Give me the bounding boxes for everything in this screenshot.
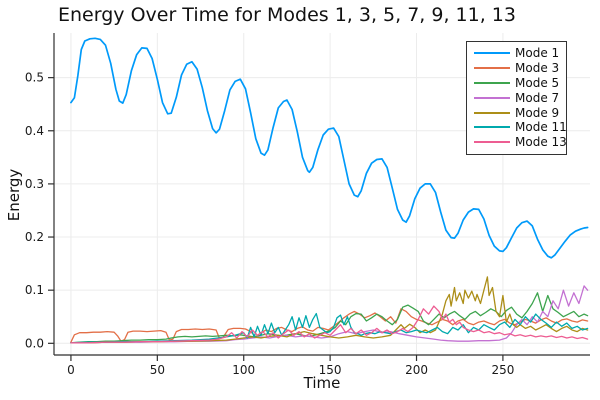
chart-title: Energy Over Time for Modes 1, 3, 5, 7, 9… — [58, 4, 516, 26]
y-tick-label: 0.4 — [25, 124, 44, 138]
legend-entry-mode-1: Mode 1 — [474, 46, 560, 61]
x-tick-label: 250 — [491, 363, 514, 377]
x-tick-label: 50 — [150, 363, 165, 377]
tick-labels: 0 50 100 150 200 250 0.0 0.1 0.2 0.3 0.4 0.5 — [25, 71, 514, 377]
legend-label: Mode 9 — [515, 105, 560, 120]
legend-label: Mode 11 — [515, 120, 567, 135]
legend-label: Mode 1 — [515, 46, 560, 61]
x-tick-label: 100 — [232, 363, 255, 377]
y-tick-label: 0.5 — [25, 71, 44, 85]
x-axis-label: Time — [303, 374, 341, 392]
legend: Mode 1 Mode 3 Mode 5 Mode 7 Mode 9 Mode … — [466, 41, 567, 155]
line-mode-11 — [70, 312, 589, 344]
x-tick-label: 200 — [405, 363, 428, 377]
legend-label: Mode 13 — [515, 135, 567, 150]
line-mode-1 — [70, 37, 589, 259]
legend-line-sample — [474, 111, 510, 114]
y-tick-label: 0.0 — [25, 336, 44, 350]
legend-line-sample — [474, 126, 510, 129]
x-tick-label: 150 — [319, 363, 342, 377]
axes — [48, 33, 590, 361]
legend-line-sample — [474, 67, 510, 70]
legend-line-sample — [474, 81, 510, 84]
y-tick-label: 0.3 — [25, 177, 44, 191]
legend-label: Mode 7 — [515, 90, 560, 105]
y-tick-label: 0.2 — [25, 230, 44, 244]
x-tick-label: 0 — [67, 363, 75, 377]
legend-entry-mode-5: Mode 5 — [474, 76, 560, 91]
legend-entry-mode-11: Mode 11 — [474, 120, 567, 135]
legend-entry-mode-7: Mode 7 — [474, 90, 560, 105]
line-mode-13 — [70, 305, 589, 344]
y-tick-label: 0.1 — [25, 283, 44, 297]
legend-entry-mode-13: Mode 13 — [474, 135, 567, 150]
line-mode-5 — [70, 292, 589, 344]
legend-label: Mode 3 — [515, 61, 560, 76]
legend-line-sample — [474, 141, 510, 144]
y-axis-label: Energy — [5, 168, 23, 222]
legend-entry-mode-9: Mode 9 — [474, 105, 560, 120]
legend-line-sample — [474, 96, 510, 99]
legend-line-sample — [474, 52, 510, 55]
line-mode-9 — [70, 276, 589, 344]
legend-label: Mode 5 — [515, 75, 560, 90]
data-series — [70, 37, 589, 344]
legend-entry-mode-3: Mode 3 — [474, 61, 560, 76]
